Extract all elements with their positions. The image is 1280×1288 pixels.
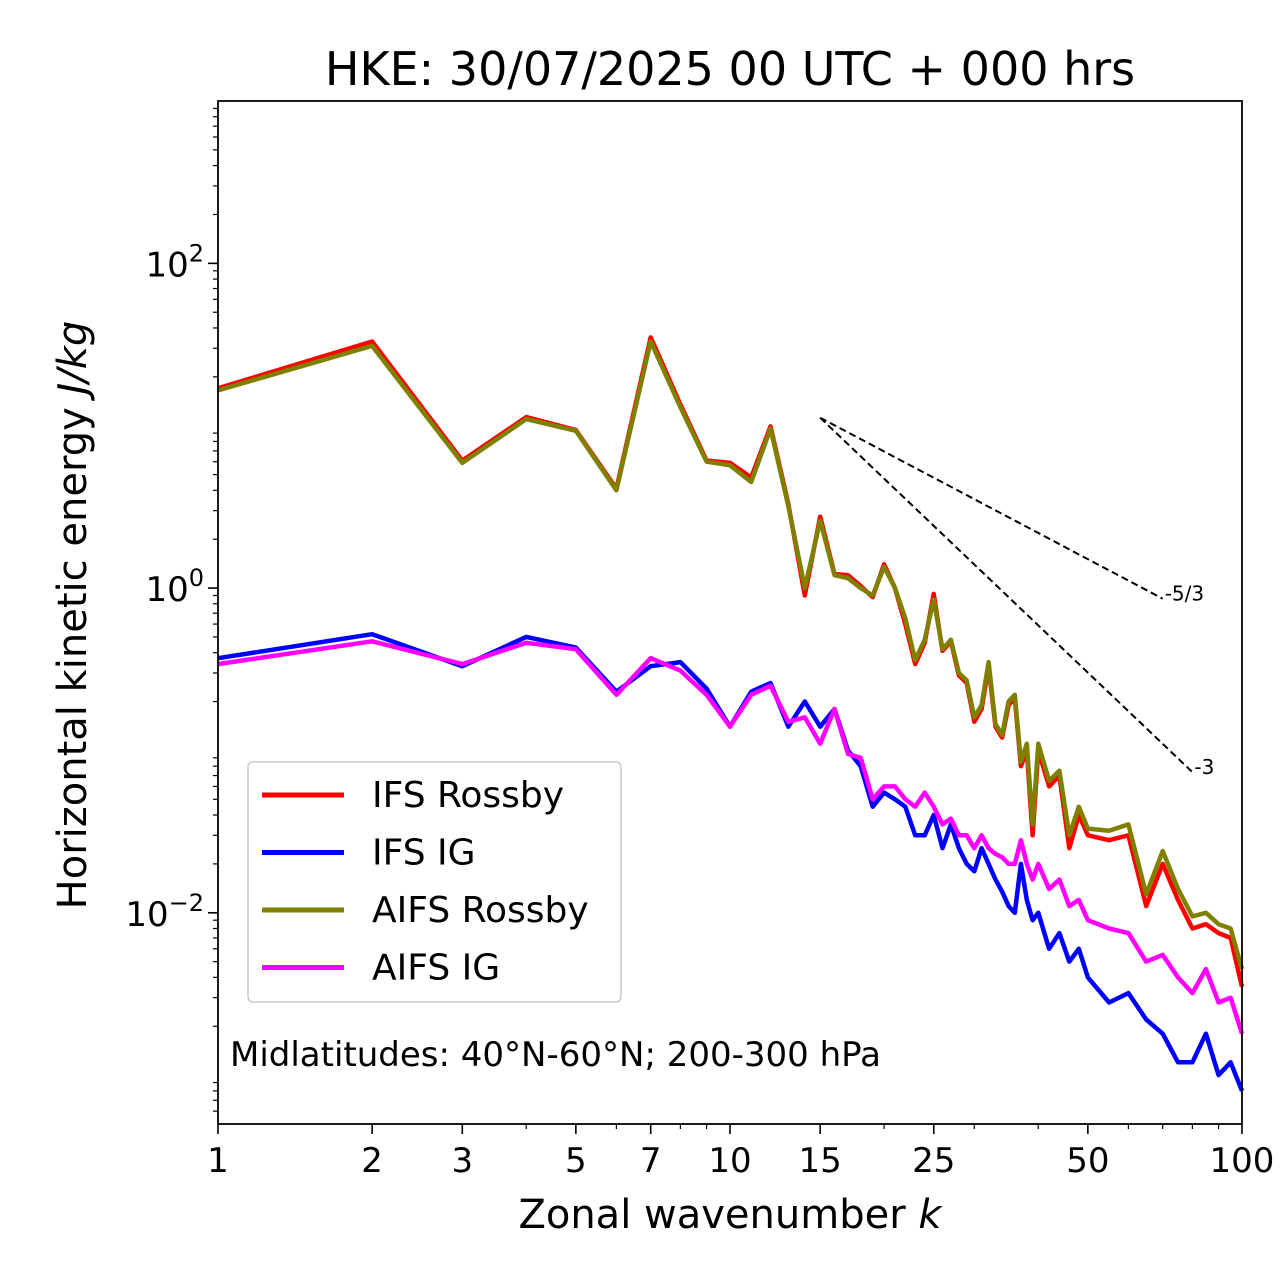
reference-slopes: -5/3 -3	[819, 416, 1214, 779]
axis-ticks: 1 2 3 5 7 10 15 25 50 100 10−2 100 102	[125, 107, 1275, 1181]
reference-slope-line	[819, 416, 1194, 773]
x-axis-label: Zonal wavenumber k	[518, 1192, 943, 1238]
x-tick-label: 15	[799, 1141, 842, 1181]
x-tick-label: 100	[1210, 1141, 1275, 1181]
series-line-aifs-ig	[217, 639, 1245, 1035]
x-tick-label: 1	[207, 1141, 229, 1181]
y-tick-label: 100	[145, 564, 204, 610]
x-tick-label: 7	[640, 1141, 662, 1181]
legend-label: IFS Rossby	[372, 775, 564, 816]
chart-title: HKE: 30/07/2025 00 UTC + 000 hrs	[325, 42, 1135, 96]
y-axis-label-units: J/kg	[50, 321, 96, 402]
legend-label: AIFS IG	[372, 948, 500, 989]
y-axis-label: Horizontal kinetic energy J/kg	[50, 321, 96, 910]
y-tick-label: 102	[145, 239, 204, 285]
x-tick-label: 10	[708, 1141, 751, 1181]
x-tick-label: 2	[361, 1141, 383, 1181]
x-tick-label: 25	[912, 1141, 955, 1181]
series-lines	[217, 335, 1245, 1092]
legend-items: IFS Rossby IFS IG AIFS Rossby AIFS IG	[262, 775, 589, 989]
reference-slope-label: -3	[1194, 755, 1214, 779]
legend-label: AIFS Rossby	[372, 890, 589, 931]
x-axis-label-text: Zonal wavenumber	[518, 1192, 906, 1238]
plot-frame	[217, 100, 1243, 1125]
x-axis-label-var: k	[918, 1192, 943, 1238]
series-line-aifs-rossby	[217, 339, 1245, 970]
x-tick-label: 3	[451, 1141, 473, 1181]
x-tick-label: 5	[565, 1141, 587, 1181]
legend-label: IFS IG	[372, 833, 476, 874]
y-axis-label-text: Horizontal kinetic energy	[50, 407, 96, 909]
x-tick-label: 50	[1066, 1141, 1109, 1181]
reference-slope-label: -5/3	[1165, 582, 1204, 606]
y-tick-label: 10−2	[125, 889, 204, 935]
legend-box	[247, 761, 622, 1003]
reference-slope-line	[819, 416, 1164, 600]
region-annotation: Midlatitudes: 40°N-60°N; 200-300 hPa	[230, 1035, 881, 1075]
legend: IFS Rossby IFS IG AIFS Rossby AIFS IG	[247, 761, 622, 1003]
